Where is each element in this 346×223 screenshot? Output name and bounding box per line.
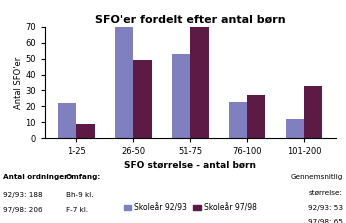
Bar	[76, 124, 95, 138]
Y-axis label: Antal SFO'er: Antal SFO'er	[13, 56, 22, 109]
Bar	[304, 86, 322, 138]
Bar	[133, 60, 152, 138]
Text: Gennemsnitlig: Gennemsnitlig	[290, 174, 343, 180]
Bar	[229, 102, 247, 138]
Bar	[115, 25, 133, 138]
Bar	[286, 119, 304, 138]
Bar	[172, 54, 190, 138]
Bar	[190, 25, 209, 138]
Title: SFO'er fordelt efter antal børn: SFO'er fordelt efter antal børn	[95, 14, 285, 25]
Text: størrelse:: størrelse:	[309, 190, 343, 196]
Text: 92/93: 53: 92/93: 53	[308, 205, 343, 211]
Text: 97/98: 65: 97/98: 65	[308, 219, 343, 223]
Bar	[58, 103, 76, 138]
Text: 97/98: 206: 97/98: 206	[3, 207, 43, 213]
Text: Omfang:: Omfang:	[66, 174, 101, 180]
Bar	[247, 95, 265, 138]
X-axis label: SFO størrelse - antal børn: SFO størrelse - antal børn	[124, 161, 256, 169]
Text: F-7 kl.: F-7 kl.	[66, 207, 88, 213]
Text: 92/93: 188: 92/93: 188	[3, 192, 43, 198]
Legend: Skoleår 92/93, Skoleår 97/98: Skoleår 92/93, Skoleår 97/98	[121, 200, 260, 215]
Text: Bh-9 kl.: Bh-9 kl.	[66, 192, 93, 198]
Text: Antal ordninger:: Antal ordninger:	[3, 174, 71, 180]
